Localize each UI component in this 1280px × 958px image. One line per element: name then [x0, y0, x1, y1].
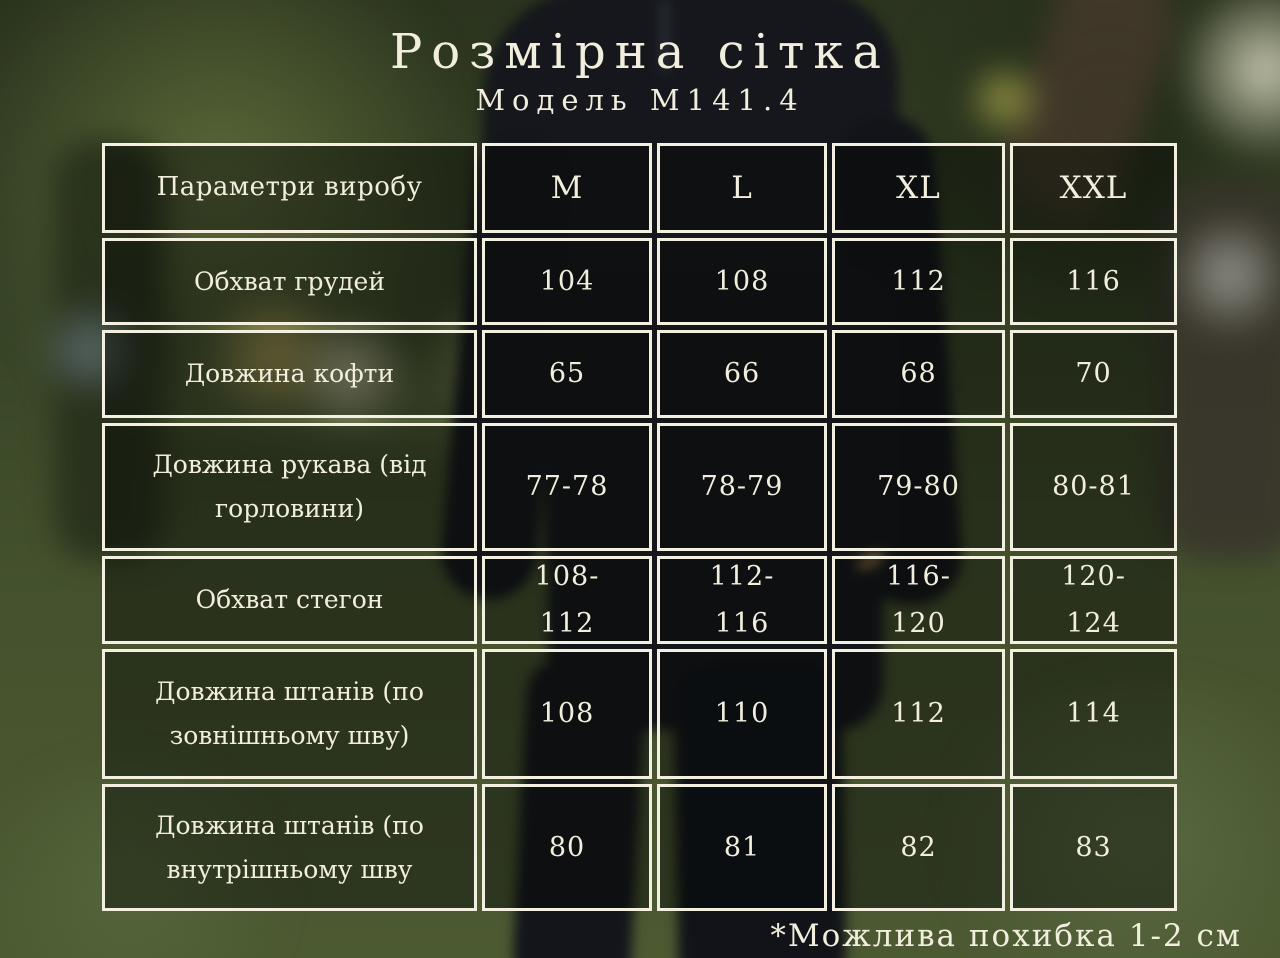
value-cell: 114 — [1010, 649, 1177, 779]
value-cell: 70 — [1010, 330, 1177, 418]
model-subtitle: Модель М141.4 — [475, 82, 805, 117]
value-cell: 112 — [832, 238, 1005, 325]
value-cell: 83 — [1010, 784, 1177, 911]
value-cell: 116-120 — [832, 556, 1005, 644]
row-label-cell: Довжина штанів (по зовнішньому шву) — [102, 649, 477, 779]
header-cell-size-m: M — [482, 143, 652, 233]
value-cell: 110 — [657, 649, 827, 779]
row-label-cell: Довжина штанів (по внутрішньому шву — [102, 784, 477, 911]
value-cell: 80-81 — [1010, 423, 1177, 551]
tree-trunk-right — [1160, 180, 1280, 560]
value-cell: 104 — [482, 238, 652, 325]
row-label-cell: Обхват грудей — [102, 238, 477, 325]
row-label-cell: Довжина кофти — [102, 330, 477, 418]
value-cell: 108 — [657, 238, 827, 325]
value-cell: 78-79 — [657, 423, 827, 551]
value-cell: 116 — [1010, 238, 1177, 325]
value-cell: 108-112 — [482, 556, 652, 644]
header-cell-size-l: L — [657, 143, 827, 233]
poster-header: Розмірна сітка Модель М141.4 — [0, 26, 1280, 117]
bokeh-spot — [1175, 200, 1280, 350]
value-cell: 120-124 — [1010, 556, 1177, 644]
size-table: Параметри виробу M L XL XXL Обхват грудей 104 1… — [102, 143, 1177, 911]
page-title: Розмірна сітка — [389, 24, 891, 80]
header-cell-size-xl: XL — [832, 143, 1005, 233]
header-cell-size-xxl: XXL — [1010, 143, 1177, 233]
row-label-cell: Обхват стегон — [102, 556, 477, 644]
value-cell: 108 — [482, 649, 652, 779]
value-cell: 79-80 — [832, 423, 1005, 551]
value-cell: 82 — [832, 784, 1005, 911]
value-cell: 66 — [657, 330, 827, 418]
value-cell: 112-116 — [657, 556, 827, 644]
value-cell: 65 — [482, 330, 652, 418]
value-cell: 81 — [657, 784, 827, 911]
value-cell: 112 — [832, 649, 1005, 779]
value-cell: 68 — [832, 330, 1005, 418]
value-cell: 77-78 — [482, 423, 652, 551]
header-cell-parameters: Параметри виробу — [102, 143, 477, 233]
tolerance-footnote: *Можлива похибка 1-2 см — [770, 918, 1242, 954]
row-label-cell: Довжина рукава (від горловини) — [102, 423, 477, 551]
value-cell: 80 — [482, 784, 652, 911]
